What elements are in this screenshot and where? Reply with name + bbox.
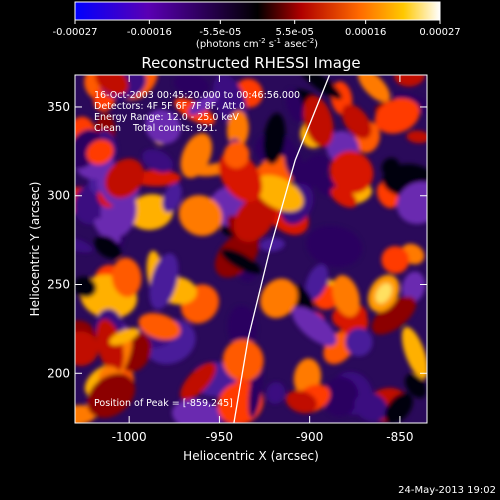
heatmap-blob bbox=[345, 327, 373, 357]
annotation-clean-counts: Clean Total counts: 921. bbox=[94, 123, 217, 134]
heatmap-blob bbox=[144, 109, 181, 144]
heatmap-blob bbox=[223, 141, 250, 169]
y-tick-label: 250 bbox=[47, 278, 70, 292]
annotation-time-range: 16-Oct-2003 00:45:20.000 to 00:46:56.000 bbox=[94, 90, 300, 101]
y-axis-label: Heliocentric Y (arcsec) bbox=[28, 182, 42, 317]
heatmap-blob bbox=[306, 225, 362, 267]
annotation-energy-range: Energy Range: 12.0 - 25.0 keV bbox=[94, 112, 239, 123]
x-tick-label: -950 bbox=[206, 430, 233, 444]
heatmap-blob bbox=[329, 150, 374, 194]
heatmap-blob bbox=[96, 319, 124, 373]
x-tick-label: -850 bbox=[386, 430, 413, 444]
heatmap-blob bbox=[95, 75, 129, 96]
heatmap-blob bbox=[75, 405, 98, 423]
heatmap-blob bbox=[75, 276, 97, 298]
heatmap-blob bbox=[94, 218, 121, 244]
heatmap-blob bbox=[396, 181, 427, 225]
heatmap-blob bbox=[104, 158, 145, 199]
colorbar-tick-label: -0.00016 bbox=[127, 27, 172, 38]
heatmap-blob bbox=[220, 248, 261, 275]
heatmap-blob bbox=[371, 296, 417, 335]
heatmap-blob bbox=[266, 382, 286, 404]
heatmap-blob bbox=[401, 326, 427, 380]
x-tick-label: -1000 bbox=[112, 430, 147, 444]
heatmap-blob bbox=[381, 246, 410, 274]
colorbar bbox=[75, 2, 440, 20]
heatmap-blob bbox=[354, 392, 388, 422]
y-tick-label: 350 bbox=[47, 100, 70, 114]
colorbar-tick-label: 5.5e-05 bbox=[275, 27, 313, 38]
heatmap-blob bbox=[294, 154, 329, 191]
heatmap-blob bbox=[401, 271, 426, 303]
heatmap-blob bbox=[227, 376, 246, 420]
colorbar-frame bbox=[74, 1, 441, 21]
heatmap-blob bbox=[109, 327, 140, 346]
heatmap-blob bbox=[226, 110, 249, 149]
heatmap-blob bbox=[254, 175, 304, 212]
heatmap-blob bbox=[86, 139, 114, 165]
colorbar-tick-label: -0.00027 bbox=[53, 27, 98, 38]
heatmap-blob bbox=[303, 96, 334, 148]
heatmap-blob bbox=[384, 392, 413, 423]
heatmap-blob bbox=[222, 339, 264, 382]
heatmap-image bbox=[75, 75, 427, 423]
heatmap-blob bbox=[111, 257, 142, 298]
heatmap-blob bbox=[260, 278, 298, 319]
heatmap-blob bbox=[259, 237, 285, 252]
annotation-detectors: Detectors: 4F 5F 6F 7F 8F, Att 0 bbox=[94, 101, 245, 112]
x-axis-label: Heliocentric X (arcsec) bbox=[183, 449, 319, 463]
colorbar-tick-label: 0.00027 bbox=[419, 27, 460, 38]
chart-title: Reconstructed RHESSI Image bbox=[141, 54, 360, 72]
colorbar-ticks: -0.00027 -0.00016 -5.5e-05 5.5e-05 0.00016 0.… bbox=[53, 20, 461, 38]
peak-position-label: Position of Peak = [-859,245] bbox=[94, 398, 233, 409]
heatmap-blob bbox=[305, 264, 329, 300]
heatmap-blob bbox=[162, 182, 182, 213]
heatmap-blob bbox=[394, 75, 425, 87]
heatmap-blob bbox=[357, 75, 391, 103]
heatmap-blob bbox=[285, 88, 304, 122]
y-tick-label: 300 bbox=[47, 189, 70, 203]
x-axis-ticks: -1000 -950 -900 -850 bbox=[112, 75, 414, 444]
heatmap-blob bbox=[171, 398, 223, 423]
heatmap-blob bbox=[227, 305, 257, 350]
plot-frame bbox=[74, 74, 428, 424]
heatmap-blob bbox=[178, 195, 223, 236]
heatmap-blob bbox=[180, 362, 217, 401]
heatmap-blob bbox=[142, 149, 173, 173]
heatmap-blob bbox=[298, 75, 342, 100]
heatmap-blob bbox=[404, 373, 427, 398]
heatmap-blob bbox=[263, 113, 286, 165]
colorbar-tick-label: -5.5e-05 bbox=[199, 27, 241, 38]
heatmap-blob bbox=[393, 92, 427, 116]
heatmap-blob bbox=[248, 361, 263, 418]
peak-spot bbox=[375, 283, 392, 304]
heatmap-blob bbox=[128, 194, 174, 230]
heatmap-blob bbox=[341, 104, 372, 139]
heatmap-blob bbox=[406, 130, 427, 144]
heatmap-blob bbox=[332, 275, 360, 317]
heatmap-blob bbox=[285, 390, 318, 414]
heatmap-blob bbox=[292, 306, 337, 347]
heatmap-blob bbox=[138, 313, 181, 340]
x-tick-label: -900 bbox=[296, 430, 323, 444]
heatmap-blob bbox=[322, 377, 359, 417]
heatmap-blob bbox=[330, 186, 358, 208]
heatmap-blob bbox=[94, 235, 122, 259]
heatmap-blob bbox=[233, 195, 276, 242]
heatmap-blob bbox=[374, 98, 420, 134]
heatmap-blob bbox=[173, 75, 210, 96]
heatmap-blob bbox=[188, 93, 219, 116]
heatmap-blob bbox=[87, 373, 135, 418]
colorbar-tick-label: 0.00016 bbox=[345, 27, 386, 38]
colorbar-unit-label: (photons cm-2 s-1 asec-2) bbox=[196, 37, 318, 50]
y-tick-label: 200 bbox=[47, 366, 70, 380]
heatmap-blob bbox=[75, 331, 99, 366]
y-axis-ticks: 200 250 300 350 bbox=[47, 100, 427, 380]
solar-limb-curve bbox=[233, 75, 331, 423]
heatmap-blob bbox=[149, 253, 179, 310]
footer-date: 24-May-2013 19:02 bbox=[398, 485, 496, 496]
